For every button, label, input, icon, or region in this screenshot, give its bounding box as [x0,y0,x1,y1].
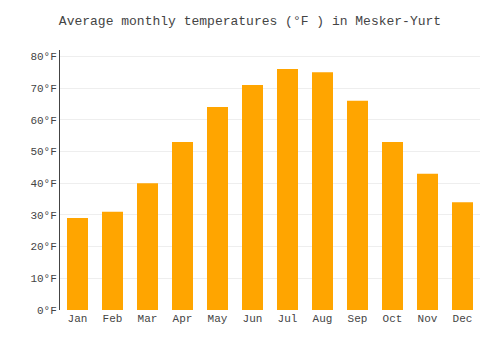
svg-text:Jun: Jun [243,313,263,325]
svg-text:80°F: 80°F [30,51,56,63]
svg-text:Mar: Mar [138,313,158,325]
svg-text:Average monthly temperatures (: Average monthly temperatures (°F ) in Me… [59,14,441,29]
svg-text:30°F: 30°F [30,210,56,222]
svg-text:50°F: 50°F [30,146,56,158]
svg-text:Oct: Oct [383,313,403,325]
svg-text:10°F: 10°F [30,273,56,285]
svg-text:20°F: 20°F [30,241,56,253]
svg-text:0°F: 0°F [37,305,57,317]
svg-text:Apr: Apr [173,313,193,325]
svg-text:Jul: Jul [278,313,298,325]
svg-text:Sep: Sep [348,313,368,325]
svg-text:40°F: 40°F [30,178,56,190]
svg-text:70°F: 70°F [30,83,56,95]
svg-text:May: May [208,313,228,325]
svg-text:Dec: Dec [453,313,473,325]
svg-text:Aug: Aug [313,313,333,325]
svg-text:Feb: Feb [103,313,123,325]
svg-text:60°F: 60°F [30,115,56,127]
svg-text:Nov: Nov [418,313,438,325]
svg-text:Jan: Jan [68,313,88,325]
